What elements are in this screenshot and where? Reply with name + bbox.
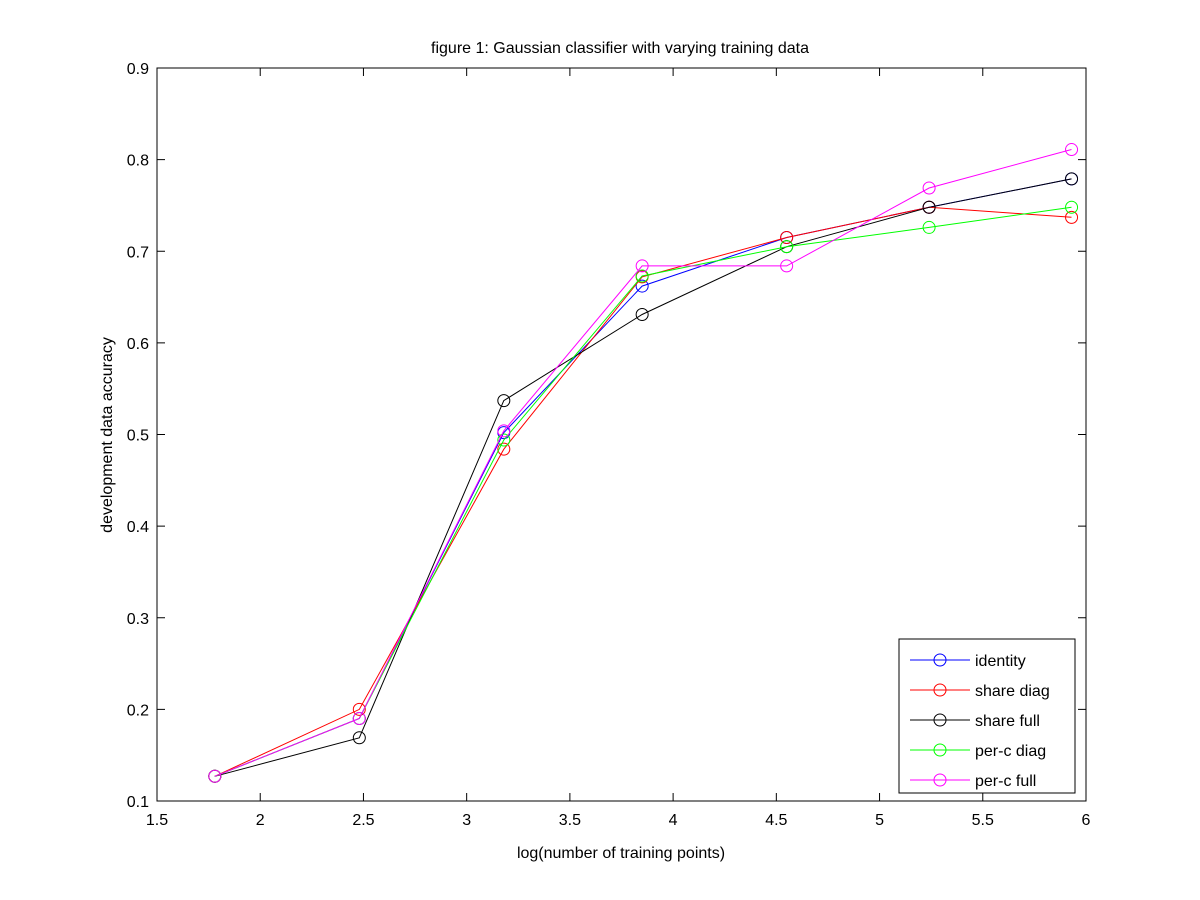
series-line [214,149,1072,777]
x-tick-label: 4.5 [765,812,787,829]
data-point [922,220,936,234]
legend-label: identity [975,653,1026,670]
data-point [635,279,649,293]
data-point [635,259,649,273]
x-tick-label: 3.5 [559,812,581,829]
x-tick-label: 2.5 [352,812,374,829]
data-point [1065,172,1079,186]
x-tick-label: 2 [256,812,265,829]
x-tick-label: 4 [669,812,678,829]
data-point [352,712,366,726]
y-tick-label: 0.9 [127,61,149,78]
y-tick-label: 0.8 [127,153,149,170]
y-tick-label: 0.2 [127,702,149,719]
series-line [214,178,1072,777]
data-point [1065,210,1079,224]
legend-label: per-c full [975,773,1036,790]
chart-title: figure 1: Gaussian classifier with varyi… [431,40,809,57]
legend-label: per-c diag [975,743,1046,760]
data-point [497,442,511,456]
legend-label: share diag [975,683,1050,700]
data-point [922,200,936,214]
x-tick-label: 5 [875,812,884,829]
series-per-c-full [208,143,1079,783]
legend-swatch-marker [933,683,947,697]
x-tick-label: 6 [1082,812,1091,829]
y-tick-label: 0.4 [127,519,149,536]
y-tick-label: 0.1 [127,794,149,811]
x-tick-label: 1.5 [146,812,168,829]
data-point [352,702,366,716]
legend-label: share full [975,713,1040,730]
y-tick-label: 0.6 [127,336,149,353]
y-tick-label: 0.3 [127,611,149,628]
x-axis-ticks: 1.5 2 2.5 3 3.5 4 4.5 5 5.5 6 [146,68,1091,829]
y-tick-label: 0.5 [127,428,149,445]
data-point [780,259,794,273]
legend: identity share diag share full per-c diag pe… [898,638,1076,794]
legend-item: share diag [910,683,1050,700]
legend-item: per-c full [910,773,1036,790]
data-point [497,424,511,438]
data-point [780,231,794,245]
legend-swatch-marker [933,773,947,787]
y-axis-label: development data accuracy [99,337,116,533]
legend-swatch-marker [933,743,947,757]
data-point [208,769,222,783]
data-point [635,307,649,321]
legend-box [898,638,1076,794]
x-axis-label: log(number of training points) [517,845,725,862]
data-point [497,433,511,447]
y-tick-label: 0.7 [127,244,149,261]
data-point [497,394,511,408]
x-tick-label: 3 [462,812,471,829]
legend-swatch-marker [933,713,947,727]
data-point [352,731,366,745]
legend-swatch-marker [933,653,947,667]
y-axis-ticks: 0.1 0.2 0.3 0.4 0.5 0.6 0.7 0.8 0.9 [127,61,1086,811]
data-point [1065,200,1079,214]
series-layer [208,143,1079,783]
data-point [1065,143,1079,157]
legend-item: identity [910,653,1026,670]
legend-item: share full [910,713,1040,730]
data-point [780,240,794,254]
legend-item: per-c diag [910,743,1046,760]
data-point [922,181,936,195]
data-point [635,269,649,283]
x-tick-label: 5.5 [972,812,994,829]
